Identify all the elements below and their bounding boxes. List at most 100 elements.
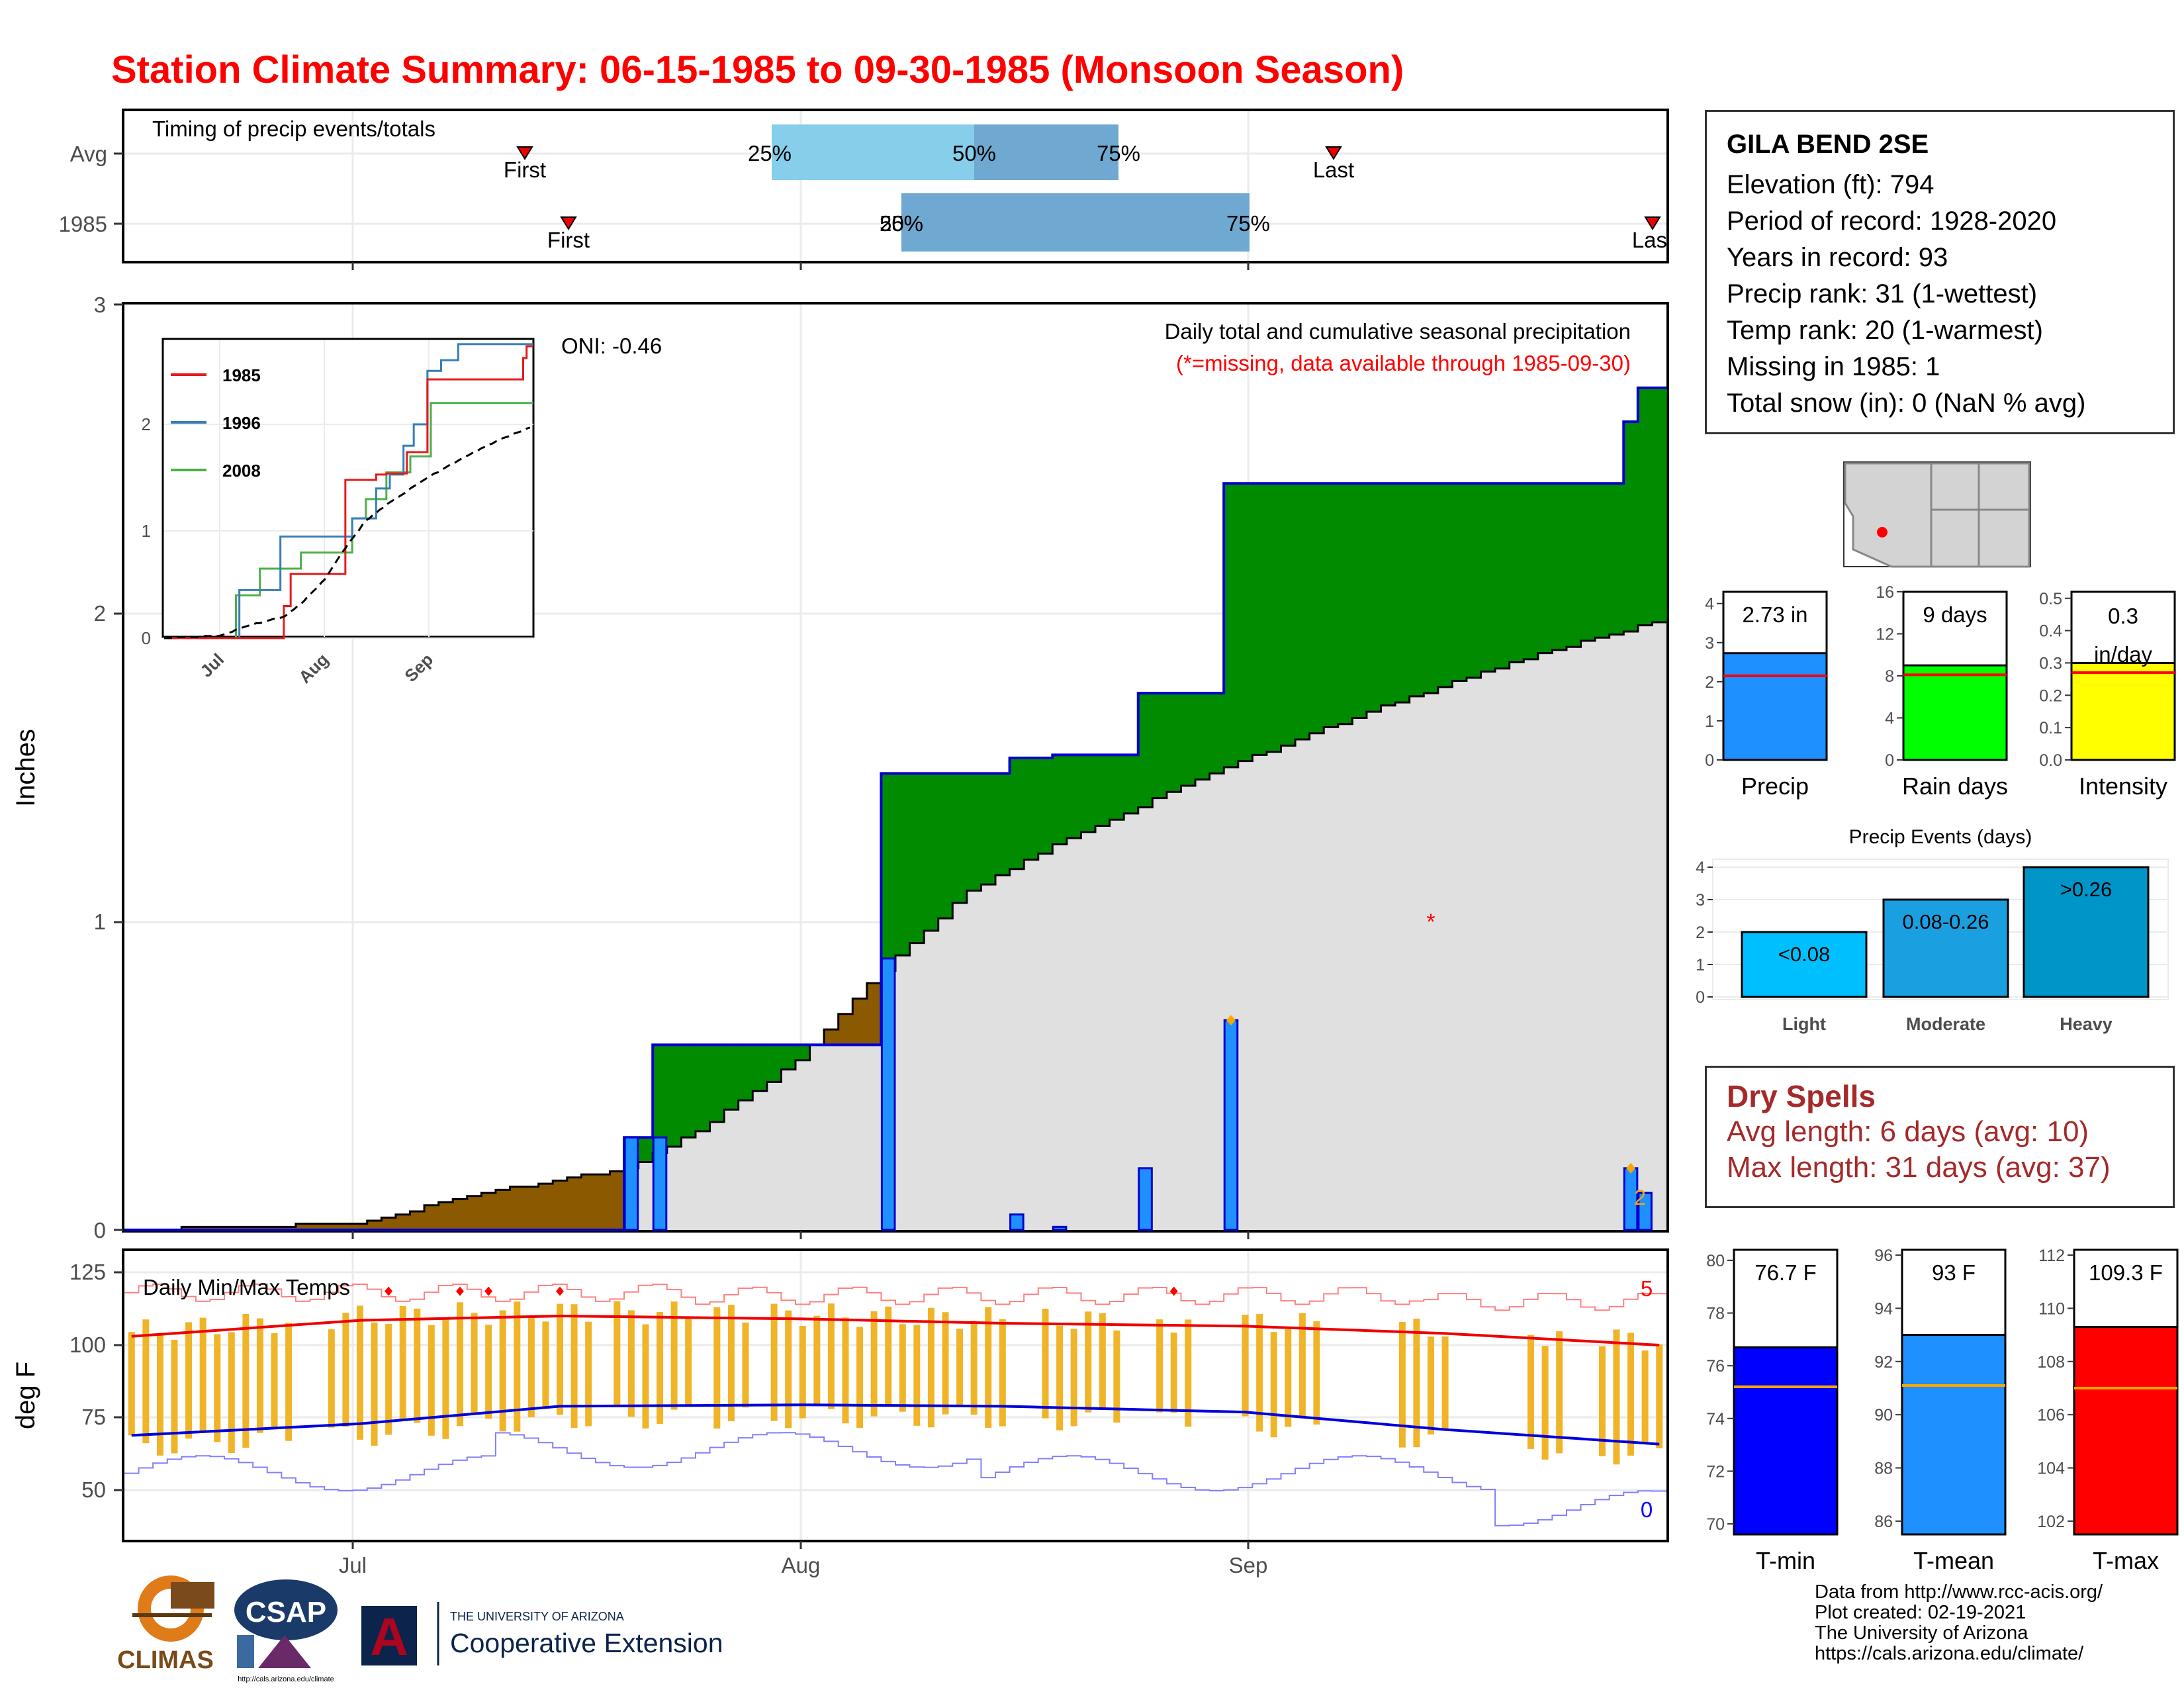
daily-temp-bar [499,1310,506,1432]
deficit-area [295,1223,311,1230]
temp-ytick-125: 125 [69,1260,106,1284]
deficit-area [595,1174,611,1230]
metric-name-label: Rain days [1902,773,2008,800]
surplus-area [1138,693,1153,808]
surplus-area [1495,483,1510,669]
surplus-area [1324,483,1339,727]
surplus-area [1181,693,1196,786]
events-bar-label: 0.08-0.26 [1903,910,1989,933]
daily-temp-bar [156,1333,163,1456]
metric-tick-label: 0.3 [2039,654,2062,673]
daily-temp-bar [1113,1330,1120,1423]
precip-ylabel: Inches [11,729,40,807]
metric-tick-label: 0.0 [2039,751,2062,770]
surplus-area [766,1045,782,1082]
daily-temp-bar [856,1327,864,1429]
avg-tmax-line [131,1314,1660,1346]
deficit-area [852,998,868,1045]
yr-last-label: Last [1632,228,1673,252]
legend-1985: 1985 [222,365,261,385]
surplus-area [1338,483,1353,724]
metric-tick-label: 78 [1706,1305,1725,1323]
events-tick-label: 3 [1696,891,1705,910]
record-low-line [124,1432,1666,1526]
deficit-area [367,1221,382,1230]
daily-temp-bar [614,1301,621,1407]
temp-ytick-75: 75 [81,1405,106,1429]
daily-precip-bar [623,1136,639,1231]
climas-text: CLIMAS [117,1646,214,1674]
timing-panel: 25% 50% 75% 25% 50% 75% First Last First… [59,109,1673,270]
station-line-temp-rank: Temp rank: 20 (1-warmest) [1727,316,2043,345]
daily-temp-bar [328,1329,335,1428]
metric-tick-label: 12 [1876,626,1894,644]
yr-p25: 25% [880,211,923,236]
deficit-area [495,1190,511,1230]
daily-temp-bar [456,1302,463,1427]
dry-spells-title: Dry Spells [1727,1079,1876,1113]
record-high-line [124,1283,1666,1311]
station-info-box: GILA BEND 2SE Elevation (ft): 794 Period… [1705,110,2175,434]
avg-first-label: First [504,158,546,182]
daily-temp-bar [642,1324,649,1429]
daily-temp-bar [870,1311,878,1417]
metric-tick-label: 92 [1874,1353,1893,1372]
metric-bar [1733,1346,1839,1536]
timing-row-1985: 1985 [59,212,107,236]
temp-ytick-50: 50 [81,1477,106,1502]
credits: Data from http://www.rcc-acis.org/ Plot … [1815,1582,2103,1664]
record-marker [1626,1162,1636,1174]
metric-tick-label: 72 [1706,1462,1725,1481]
daily-temp-bar [1413,1319,1420,1448]
timing-label: Timing of precip events/totals [152,117,435,141]
metric-name-label: T-mean [1913,1547,1994,1574]
daily-temp-bar [356,1305,363,1440]
yr-p75: 75% [1226,211,1270,236]
deficit-area [210,1227,225,1230]
surplus-area [1566,483,1582,647]
surplus-area [1009,758,1024,869]
precip-yaxis: 0 1 2 3 [94,293,106,1243]
surplus-area [795,1045,811,1060]
inset-ytick-0: 0 [142,628,151,648]
metric-tick-label: 80 [1706,1252,1725,1270]
inset-line-1985 [164,345,533,639]
deficit-area [438,1202,453,1230]
surplus-area [709,1045,725,1122]
cumulative-1985-line [124,386,1666,1231]
daily-precip-bar [1052,1225,1068,1231]
deficit-area [353,1223,368,1230]
surplus-area [1637,387,1653,626]
metric-tick-label: 90 [1874,1406,1893,1425]
metric-intensity: 0.3 in/day Intensity 0.0 0.1 0.2 0.3 0.4 0.5 [2039,590,2176,800]
daily-temp-bar [1656,1344,1663,1448]
station-line-elevation: Elevation (ft): 794 [1727,170,1934,199]
surplus-area [1224,483,1239,767]
ytick-2: 2 [94,601,106,626]
metric-tick-label: 102 [2037,1513,2065,1531]
surplus-area [1623,422,1639,632]
precip-panel: Daily total and cumulative seasonal prec… [11,293,1669,1243]
surplus-area [1281,483,1296,746]
deficit-area [238,1227,253,1230]
daily-temp-bar [1185,1319,1192,1427]
deficit-area [195,1227,211,1230]
daily-temp-bar [1242,1315,1249,1417]
surplus-area [1081,755,1096,832]
daily-temp-bar [1298,1313,1306,1418]
daily-temp-bar [1070,1329,1077,1427]
ytick-0: 0 [94,1218,106,1243]
metric-tick-label: 88 [1874,1460,1893,1478]
surplus-area [724,1045,739,1110]
metric-name-label: Precip [1741,773,1809,800]
daily-precip-bar [1009,1213,1024,1231]
events-title: Precip Events (days) [1849,826,2032,848]
surplus-area [1366,483,1382,712]
legend-1996: 1996 [222,413,261,433]
deficit-area [381,1217,396,1230]
surplus-area [1238,483,1253,761]
deficit-area [510,1186,525,1230]
metric-name-label: T-max [2093,1547,2159,1574]
surplus-area [1466,483,1482,678]
daily-temp-bar [742,1322,749,1408]
